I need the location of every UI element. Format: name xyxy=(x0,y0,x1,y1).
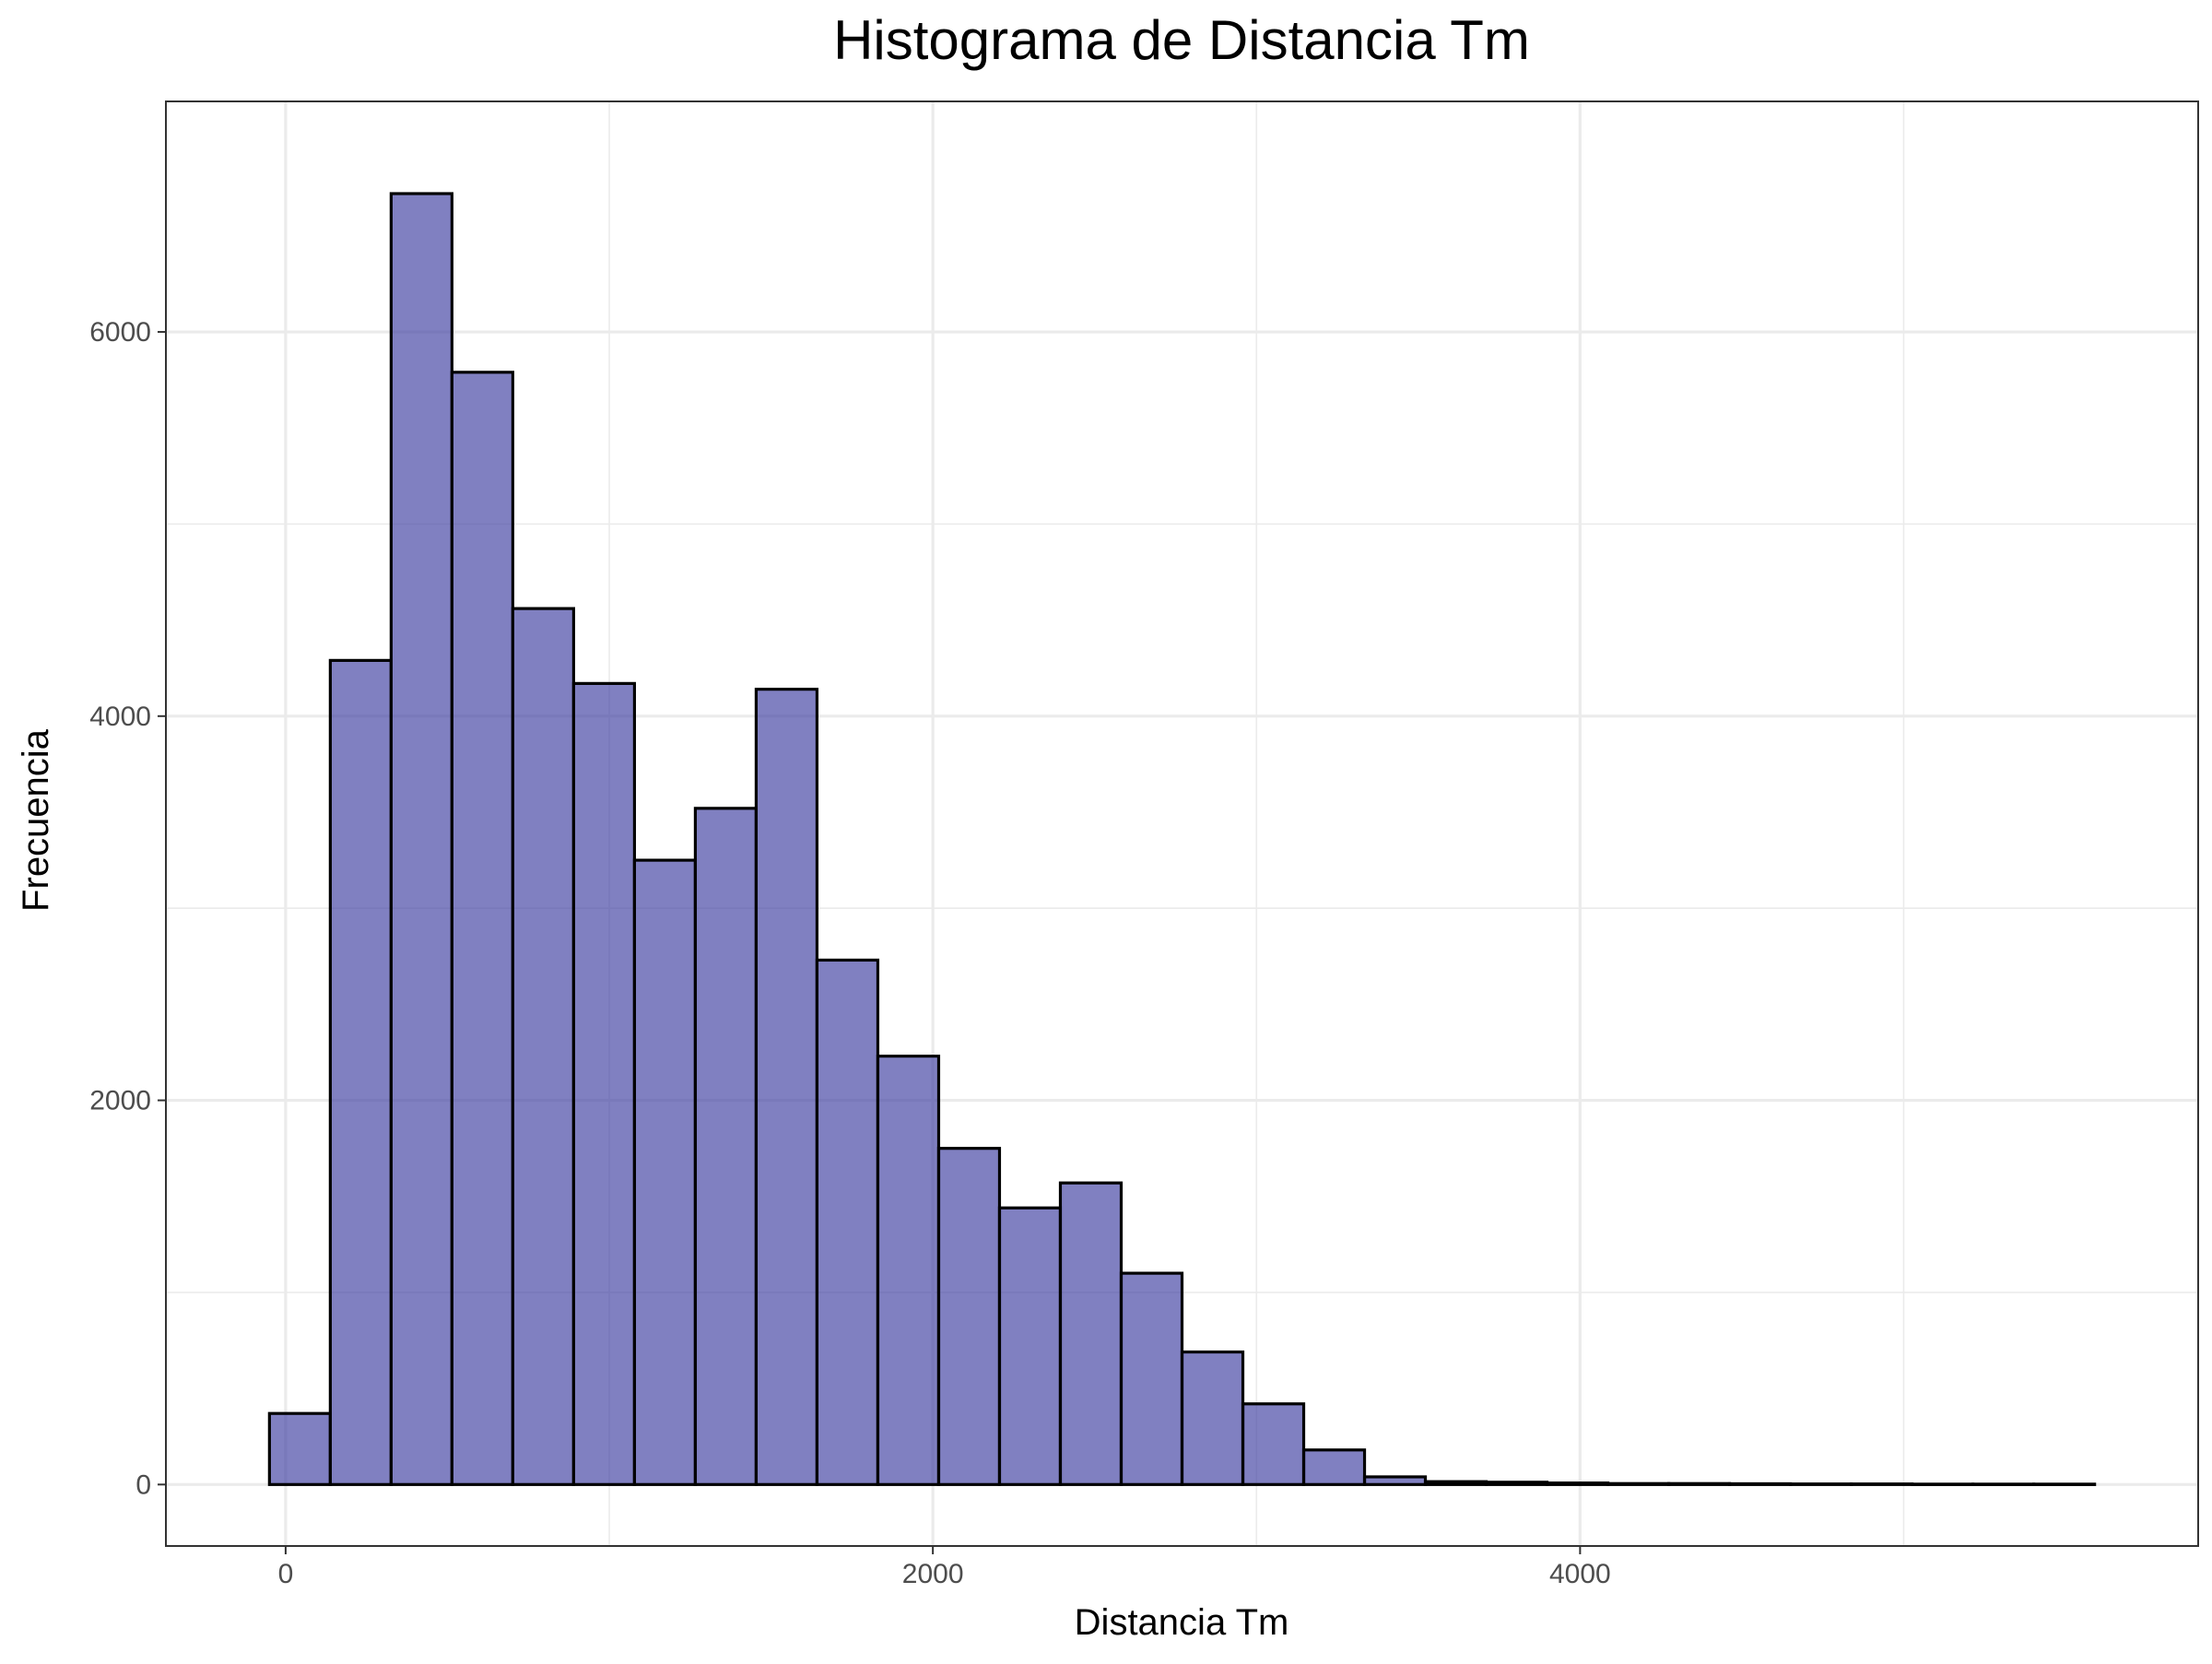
histogram-bar-6 xyxy=(632,858,698,1486)
histogram-bar-11 xyxy=(936,1147,1002,1486)
histogram-bar-27 xyxy=(1911,1482,1975,1487)
histogram-bar-10 xyxy=(876,1055,941,1486)
y-axis-title: Frecuencia xyxy=(16,728,56,912)
bars-layer xyxy=(267,192,2097,1487)
histogram-bar-25 xyxy=(1788,1482,1853,1486)
histogram-bar-0 xyxy=(267,1411,332,1486)
histogram-bar-2 xyxy=(389,192,453,1486)
histogram-bar-24 xyxy=(1727,1481,1793,1486)
y-tick-label: 2000 xyxy=(89,1086,151,1116)
histogram-bar-26 xyxy=(1850,1482,1914,1486)
histogram-bar-28 xyxy=(1971,1482,2036,1487)
histogram-bar-21 xyxy=(1545,1481,1610,1486)
y-tick-label: 6000 xyxy=(89,317,151,348)
histogram-bar-29 xyxy=(2032,1482,2097,1487)
histogram-bar-16 xyxy=(1241,1402,1306,1486)
chart-title: Histograma de Distancia Tm xyxy=(833,9,1530,71)
histogram-bar-1 xyxy=(328,658,393,1486)
x-tick-label: 2000 xyxy=(902,1559,964,1589)
histogram-bar-18 xyxy=(1362,1475,1428,1486)
histogram-bar-9 xyxy=(815,958,880,1486)
x-axis-title: Distancia Tm xyxy=(1075,1602,1289,1643)
x-tick-label: 0 xyxy=(278,1559,294,1589)
x-tick-label: 4000 xyxy=(1549,1559,1611,1589)
histogram-bar-17 xyxy=(1301,1448,1367,1486)
histogram-bar-8 xyxy=(754,688,819,1486)
ticks-layer xyxy=(158,331,1582,1554)
panel-border xyxy=(165,100,2199,1547)
y-tick-label: 4000 xyxy=(89,702,151,732)
histogram-bar-14 xyxy=(1119,1271,1184,1486)
y-tick-label: 0 xyxy=(135,1469,151,1500)
histogram-bar-4 xyxy=(511,607,576,1486)
histogram-bar-12 xyxy=(997,1206,1063,1486)
histogram-bar-20 xyxy=(1484,1481,1549,1486)
histogram-bar-15 xyxy=(1180,1350,1245,1486)
histogram-bar-13 xyxy=(1058,1181,1124,1486)
histogram-bar-23 xyxy=(1666,1481,1732,1486)
histogram-bar-19 xyxy=(1423,1480,1488,1486)
histogram-bar-22 xyxy=(1606,1481,1671,1486)
histogram-bar-5 xyxy=(571,681,637,1486)
histogram-bar-7 xyxy=(693,807,759,1486)
histogram-bar-3 xyxy=(450,371,514,1486)
tick-labels-layer: 0 2000 4000 0 2000 4000 6000 xyxy=(89,317,1610,1589)
